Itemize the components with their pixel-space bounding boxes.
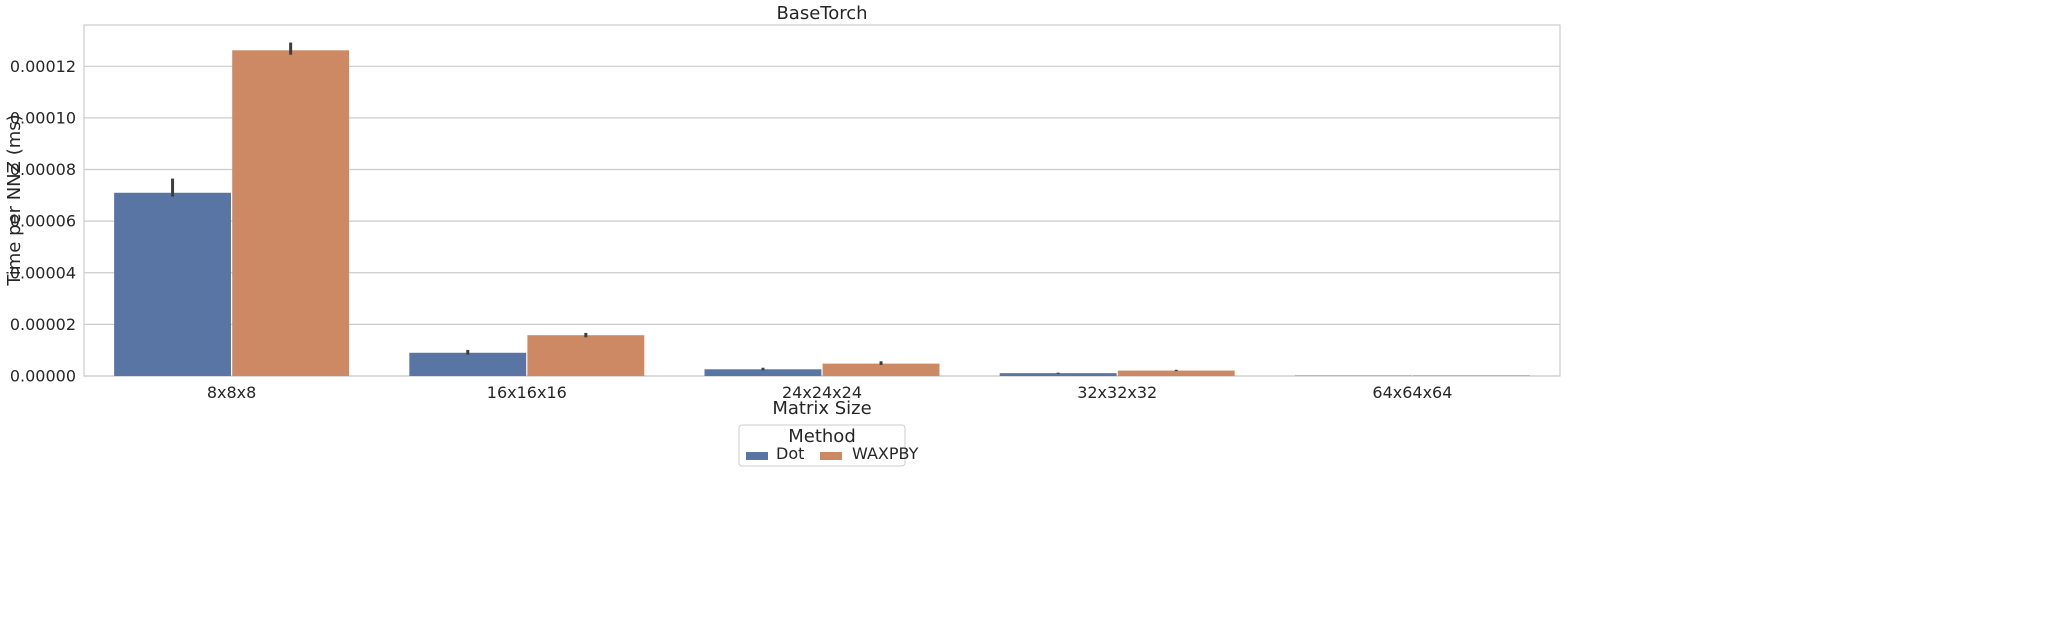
- bar-waxpby-24x24x24: [822, 363, 940, 376]
- bars-group: [114, 50, 1530, 376]
- x-tick-label: 24x24x24: [782, 383, 862, 402]
- y-tick-labels: 0.00000 0.00002 0.00004 0.00006 0.00008 0.000…: [10, 57, 76, 386]
- legend-swatch-waxpby: [820, 452, 842, 460]
- x-tick-labels: 8x8x8 16x16x16 24x24x24 32x32x32 64x64x64: [207, 383, 1453, 402]
- x-tick-label: 64x64x64: [1372, 383, 1452, 402]
- bar-dot-16x16x16: [409, 352, 527, 376]
- y-tick-label: 0.00000: [10, 367, 76, 386]
- y-tick-label: 0.00008: [10, 160, 76, 179]
- bar-dot-8x8x8: [114, 192, 231, 376]
- y-tick-label: 0.00002: [10, 315, 76, 334]
- x-axis-label: Matrix Size: [772, 398, 871, 419]
- x-tick-label: 16x16x16: [487, 383, 567, 402]
- legend-label-waxpby: WAXPBY: [852, 444, 919, 463]
- bar-waxpby-16x16x16: [527, 335, 645, 376]
- legend-title: Method: [788, 426, 856, 447]
- y-tick-label: 0.00004: [10, 263, 76, 282]
- chart-title: BaseTorch: [776, 3, 867, 24]
- x-tick-label: 32x32x32: [1077, 383, 1157, 402]
- legend-label-dot: Dot: [776, 444, 804, 463]
- bar-waxpby-32x32x32: [1117, 370, 1235, 376]
- bar-waxpby-64x64x64: [1413, 375, 1530, 376]
- bar-waxpby-8x8x8: [232, 50, 350, 376]
- y-tick-label: 0.00010: [10, 108, 76, 127]
- bar-dot-32x32x32: [999, 373, 1117, 376]
- y-tick-label: 0.00006: [10, 212, 76, 231]
- legend: Method Dot WAXPBY: [738, 424, 919, 467]
- y-axis-label: Time per NNZ (ms): [4, 114, 25, 286]
- x-tick-label: 8x8x8: [207, 383, 256, 402]
- bar-dot-24x24x24: [704, 369, 822, 376]
- legend-box: [738, 424, 906, 467]
- legend-swatch-dot: [746, 452, 768, 460]
- y-tick-label: 0.00012: [10, 57, 76, 76]
- error-bars-group: [171, 42, 1178, 374]
